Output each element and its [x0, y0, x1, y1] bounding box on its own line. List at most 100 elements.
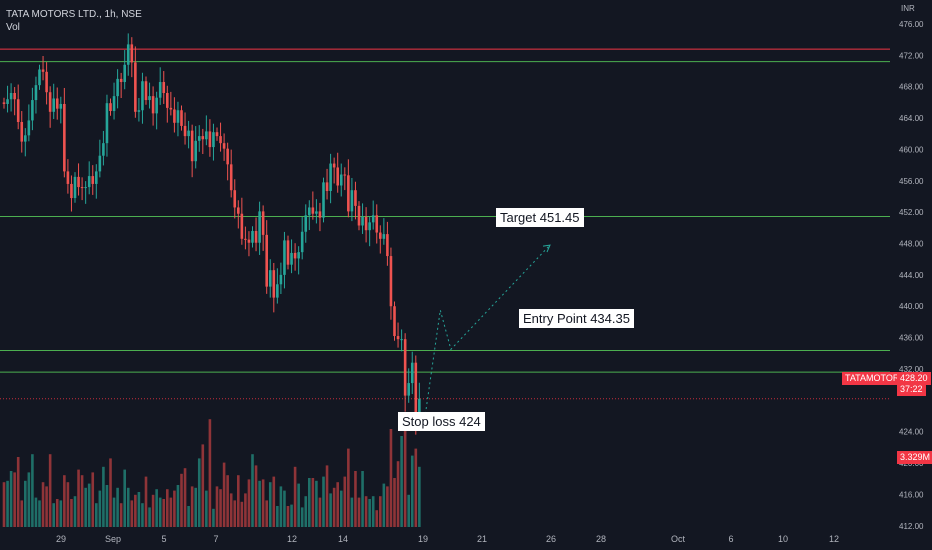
volume-bar	[197, 458, 201, 527]
candle	[293, 252, 297, 259]
candle	[396, 336, 400, 340]
candle	[144, 81, 148, 101]
volume-bar	[180, 473, 183, 527]
volume-bar	[162, 499, 166, 527]
candle	[276, 284, 279, 298]
volume-bar	[247, 479, 251, 527]
candle	[55, 98, 59, 109]
volume-bar	[48, 454, 52, 527]
candle	[137, 110, 141, 112]
candle	[418, 398, 421, 420]
candle	[38, 69, 41, 86]
candle	[354, 190, 357, 206]
volume-bar	[304, 496, 308, 527]
candle	[318, 211, 322, 218]
candle	[2, 102, 6, 104]
volume-bar	[318, 497, 322, 527]
time-tick-label: 14	[338, 534, 348, 544]
countdown-badge: 37:22	[897, 383, 926, 396]
price-axis[interactable]: 476.00 472.00 468.00 464.00 460.00 456.00 452.…	[899, 20, 924, 550]
volume-bar	[126, 487, 130, 527]
volume-bar	[187, 506, 190, 527]
candle	[297, 252, 300, 259]
volume-bar	[105, 485, 109, 527]
volume-bar	[212, 508, 215, 527]
volume-bar	[396, 461, 400, 527]
candle	[364, 216, 368, 231]
candle	[240, 213, 244, 239]
candles	[2, 33, 421, 435]
candle	[400, 339, 403, 341]
candle	[52, 98, 55, 112]
price-tick-label: 424.00	[899, 428, 924, 437]
candle	[70, 183, 73, 199]
volume-bar	[173, 490, 176, 527]
candle	[166, 92, 169, 108]
symbol-title[interactable]: TATA MOTORS LTD., 1h, NSE	[6, 9, 142, 20]
candle	[27, 120, 31, 136]
candle	[176, 110, 180, 123]
volume-label[interactable]: Vol	[6, 22, 20, 33]
candle	[311, 207, 315, 214]
candle	[233, 190, 237, 208]
volume-bar	[219, 489, 222, 527]
volume-bar	[418, 466, 421, 527]
candle	[329, 163, 332, 191]
candle	[119, 78, 123, 83]
candle	[126, 44, 130, 65]
candle	[116, 78, 119, 97]
candle	[371, 215, 375, 223]
candle	[141, 81, 144, 111]
candle	[325, 182, 329, 191]
horizontal-levels[interactable]	[0, 48, 890, 400]
volume-bar	[194, 487, 197, 527]
candle	[183, 125, 187, 137]
candle	[102, 143, 105, 156]
volume-bar	[322, 476, 325, 527]
volume-bar	[31, 454, 34, 527]
volume-bar	[27, 472, 31, 527]
volume-bar	[290, 504, 293, 527]
candle	[63, 103, 66, 172]
volume-bar	[158, 497, 162, 527]
volume-bar	[297, 483, 300, 527]
candle	[190, 130, 194, 162]
volume-bar	[109, 458, 112, 527]
volume-bar	[279, 486, 283, 527]
time-tick-label: 19	[418, 534, 428, 544]
volume-bar	[357, 497, 361, 527]
candle	[59, 103, 63, 109]
price-tick-label: 468.00	[899, 83, 924, 92]
volume-bar	[134, 494, 137, 527]
volume-bar	[308, 478, 311, 527]
volume-bar	[361, 471, 364, 527]
candle	[336, 167, 339, 186]
volume-bar	[229, 493, 233, 527]
volume-bar	[261, 479, 265, 527]
volume-bar	[265, 500, 268, 527]
volume-bar	[55, 499, 59, 527]
stop-loss-label[interactable]: Stop loss 424	[398, 412, 485, 431]
time-axis[interactable]: 29 Sep 5 7 12 14 19 21 26 28 Oct 6 10 12	[56, 534, 839, 544]
target-label[interactable]: Target 451.45	[496, 208, 584, 227]
candle	[343, 174, 347, 176]
candle	[16, 99, 20, 122]
volume-bar	[137, 492, 141, 527]
candle	[375, 215, 379, 233]
candle	[393, 306, 396, 337]
time-tick-label: 5	[161, 534, 166, 544]
entry-point-label[interactable]: Entry Point 434.35	[519, 309, 634, 328]
volume-bar	[63, 475, 66, 527]
volume-bar	[20, 500, 24, 527]
candle	[180, 110, 183, 126]
candle	[34, 85, 38, 101]
time-tick-label: 7	[213, 534, 218, 544]
price-tick-label: 464.00	[899, 114, 924, 123]
time-tick-label: 21	[477, 534, 487, 544]
volume-bar	[84, 487, 87, 527]
candle	[403, 339, 407, 396]
volume-bar	[208, 419, 212, 527]
volume-bar	[233, 500, 237, 527]
volume-bar	[215, 486, 219, 527]
